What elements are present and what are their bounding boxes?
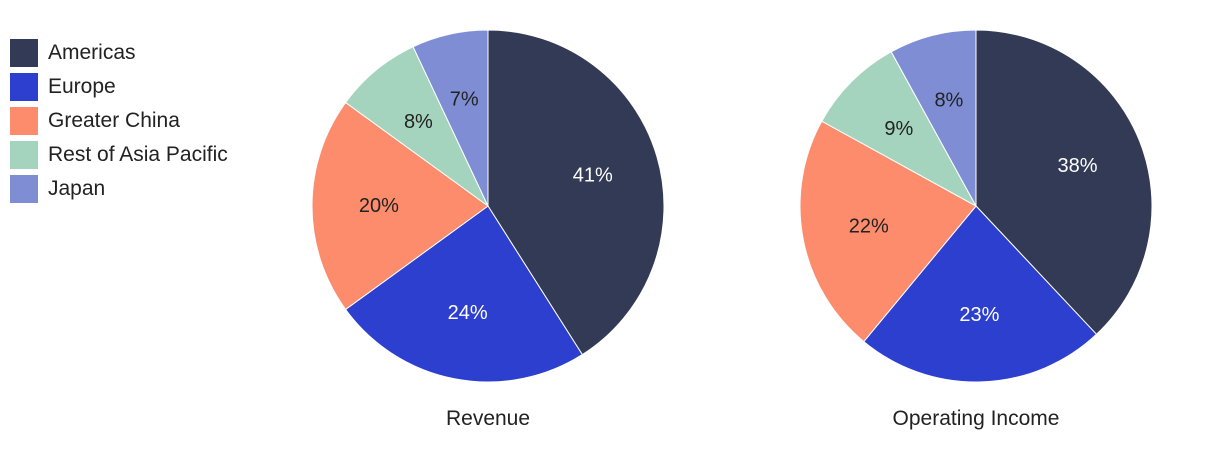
- legend-label-europe: Europe: [48, 75, 116, 98]
- legend-swatch-japan: [10, 175, 38, 203]
- revenue-slices: [311, 29, 665, 383]
- revenue-chart-title: Revenue: [446, 407, 530, 430]
- revenue-label-japan: 7%: [450, 89, 479, 111]
- operating-income-slices: [799, 29, 1153, 383]
- legend-swatch-rest-of-asia-pacific: [10, 141, 38, 169]
- legend-swatch-greater-china: [10, 107, 38, 135]
- legend-item-europe: Europe: [10, 73, 228, 101]
- revenue-slice-rest-of-asia-pacific: [344, 46, 489, 207]
- legend-label-americas: Americas: [48, 41, 136, 64]
- revenue-slice-greater-china: [311, 101, 489, 311]
- revenue-slice-labels: 41% 24% 20% 8% 7%: [359, 89, 613, 325]
- revenue-label-europe: 24%: [448, 302, 488, 324]
- revenue-label-americas: 41%: [573, 165, 613, 187]
- legend-swatch-europe: [10, 73, 38, 101]
- revenue-label-rest-of-asia-pacific: 8%: [404, 111, 433, 133]
- operating-income-pie-chart: 38% 23% 22% 9% 8% Operating Income: [799, 29, 1153, 430]
- legend: Americas Europe Greater China Rest of As…: [10, 39, 228, 209]
- operating-income-slice-greater-china: [799, 120, 977, 343]
- legend-item-rest-of-asia-pacific: Rest of Asia Pacific: [10, 141, 228, 169]
- operating-income-label-rest-of-asia-pacific: 9%: [884, 118, 913, 140]
- operating-income-slice-europe: [863, 205, 1098, 383]
- legend-label-rest-of-asia-pacific: Rest of Asia Pacific: [48, 143, 228, 166]
- legend-item-americas: Americas: [10, 39, 228, 67]
- revenue-pie-chart: 41% 24% 20% 8% 7% Revenue: [311, 29, 665, 430]
- legend-item-japan: Japan: [10, 175, 228, 203]
- operating-income-slice-labels: 38% 23% 22% 9% 8%: [849, 89, 1098, 326]
- operating-income-label-japan: 8%: [934, 89, 963, 111]
- legend-swatch-americas: [10, 39, 38, 67]
- revenue-slice-japan: [412, 29, 489, 207]
- legend-label-greater-china: Greater China: [48, 109, 180, 132]
- operating-income-label-greater-china: 22%: [849, 215, 889, 237]
- operating-income-slice-americas: [975, 29, 1153, 336]
- operating-income-label-americas: 38%: [1057, 155, 1097, 177]
- operating-income-label-europe: 23%: [959, 304, 999, 326]
- revenue-slice-europe: [344, 205, 584, 383]
- legend-label-japan: Japan: [48, 177, 106, 200]
- revenue-label-greater-china: 20%: [359, 195, 399, 217]
- operating-income-slice-rest-of-asia-pacific: [821, 51, 978, 208]
- operating-income-chart-title: Operating Income: [893, 407, 1060, 430]
- operating-income-slice-japan: [890, 29, 977, 207]
- revenue-slice-americas: [487, 29, 665, 356]
- legend-item-greater-china: Greater China: [10, 107, 228, 135]
